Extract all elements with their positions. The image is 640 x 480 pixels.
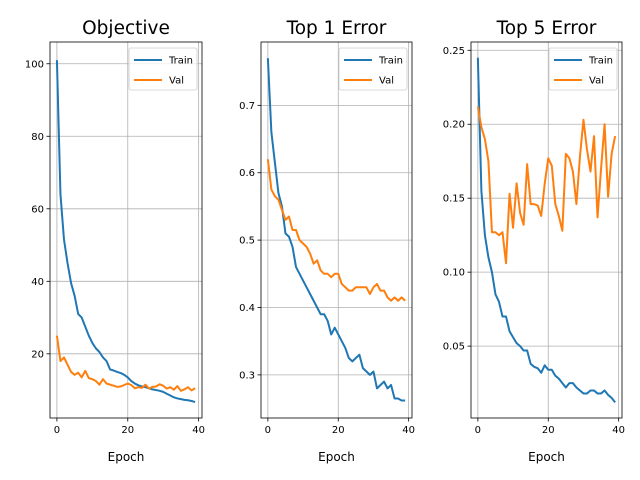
- y-tick-label: 0.6: [239, 168, 255, 179]
- legend: Train Val: [338, 47, 408, 91]
- chart-title: Top 5 Error: [496, 18, 597, 39]
- axes-frame: [260, 41, 413, 419]
- series-line-val: [266, 159, 406, 302]
- legend-label-train: Train: [168, 56, 193, 67]
- chart-panel-2: 0 20 40 0.3 0.4 0.5 0.6 0.7 Top 1 Error Epoch Trai…: [239, 18, 415, 464]
- series-line-train: [55, 60, 196, 404]
- x-tick-label: 20: [121, 425, 134, 436]
- y-tick-label: 100: [25, 59, 44, 70]
- series-line-val: [55, 335, 196, 392]
- y-tick-label: 40: [31, 277, 44, 288]
- y-tick-label: 0.20: [443, 120, 465, 131]
- legend-label-val: Val: [379, 76, 394, 87]
- legend-label-val: Val: [589, 76, 604, 87]
- y-tick-label: 0.05: [443, 342, 465, 353]
- x-tick-label: 40: [402, 425, 415, 436]
- legend-label-train: Train: [378, 56, 403, 67]
- y-tick-label: 0.15: [443, 194, 465, 205]
- x-tick-label: 40: [612, 425, 625, 436]
- y-tick-label: 0.3: [239, 370, 255, 381]
- chart-panel-3: 0 20 40 0.05 0.10 0.15 0.20 0.25 Top 5 Error Epoc…: [443, 18, 625, 464]
- y-tick-label: 0.10: [443, 268, 465, 279]
- legend: Train Val: [128, 47, 198, 91]
- x-tick-label: 20: [332, 425, 345, 436]
- series-line-val: [476, 106, 617, 265]
- series-line-train: [476, 57, 616, 403]
- x-tick-label: 20: [542, 425, 555, 436]
- y-tick-label: 0.25: [443, 46, 465, 57]
- axes-frame: [470, 41, 623, 419]
- axes-frame: [49, 41, 203, 419]
- legend-label-val: Val: [169, 76, 184, 87]
- y-tick-label: 0.4: [239, 303, 255, 314]
- x-tick-label: 40: [192, 425, 205, 436]
- y-tick-label: 0.5: [239, 236, 255, 247]
- x-axis-label: Epoch: [528, 450, 565, 464]
- chart-title: Objective: [82, 18, 170, 39]
- y-tick-label: 80: [31, 132, 44, 143]
- chart-title: Top 1 Error: [286, 18, 387, 39]
- legend-box: [128, 47, 198, 91]
- x-tick-label: 0: [475, 425, 481, 436]
- chart-panel-1: 0 20 40 20 40 60 80 100 Objective Epoch Train Val: [25, 18, 205, 464]
- y-tick-label: 0.7: [239, 101, 255, 112]
- y-tick-label: 20: [31, 349, 44, 360]
- series-line-train: [266, 58, 406, 402]
- legend-label-train: Train: [588, 56, 613, 67]
- y-tick-label: 60: [31, 204, 44, 215]
- legend: Train Val: [548, 47, 618, 91]
- x-tick-label: 0: [54, 425, 60, 436]
- legend-box: [548, 47, 618, 91]
- x-axis-label: Epoch: [318, 450, 355, 464]
- x-tick-label: 0: [265, 425, 271, 436]
- x-axis-label: Epoch: [108, 450, 145, 464]
- legend-box: [338, 47, 408, 91]
